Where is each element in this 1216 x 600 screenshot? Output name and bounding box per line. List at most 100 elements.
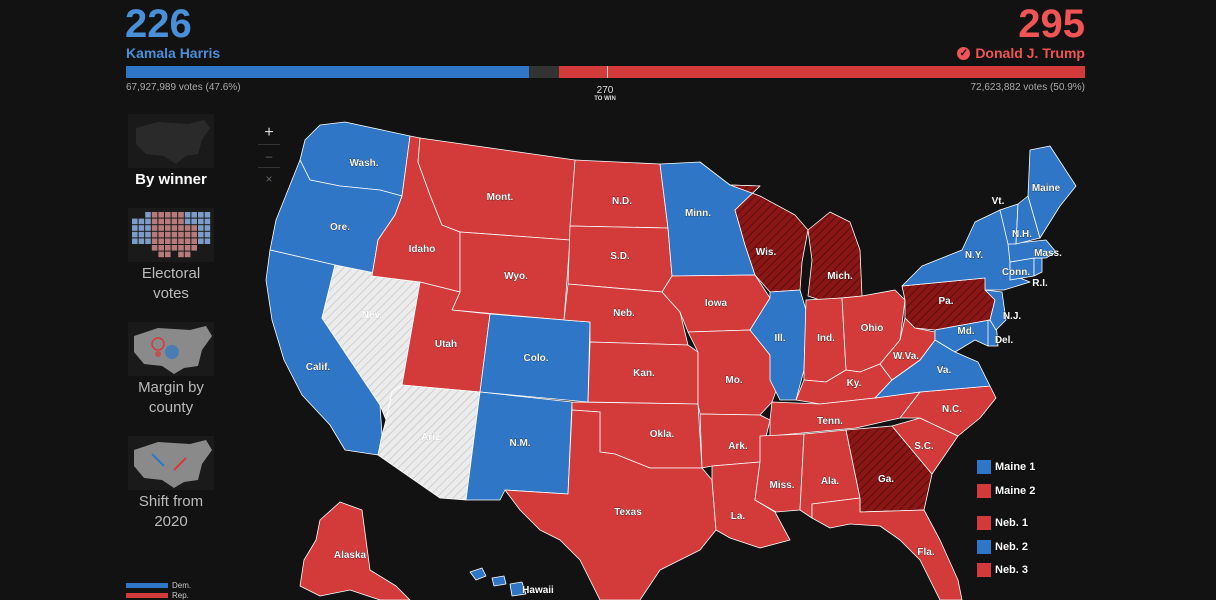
legend-label: Neb. 2: [995, 541, 1029, 553]
label-ut: Utah: [435, 339, 457, 350]
nav-shift-from-2020-label: Shift from 2020: [138, 493, 204, 530]
to-win-marker: [607, 66, 609, 78]
shift-map-thumbnail-icon: [128, 436, 214, 490]
label-in: Ind.: [817, 333, 835, 344]
legend-label: Neb. 1: [995, 517, 1029, 529]
electoral-vote-bar: [126, 66, 1085, 78]
label-ok: Okla.: [650, 429, 675, 440]
label-ne: Neb.: [613, 308, 635, 319]
state-ms[interactable]: [754, 433, 805, 513]
legend-maine-1: Maine 1: [977, 460, 1035, 474]
harris-bar-fill: [126, 66, 529, 78]
label-co: Colo.: [524, 353, 549, 364]
label-nc: N.C.: [942, 404, 962, 415]
label-id: Idaho: [409, 244, 436, 255]
label-wy: Wyo.: [504, 271, 528, 282]
label-ms: Miss.: [769, 480, 794, 491]
trump-bar-fill: [559, 66, 1085, 78]
nav-by-winner[interactable]: By winner: [126, 114, 216, 190]
label-wv: W.Va.: [893, 351, 919, 362]
label-mo: Mo.: [725, 375, 742, 386]
label-hi: Hawaii: [522, 585, 554, 596]
nav-shift-from-2020[interactable]: Shift from 2020: [126, 436, 216, 532]
label-wa: Wash.: [349, 158, 378, 169]
label-me: Maine: [1032, 183, 1061, 194]
key-dem-swatch: [126, 582, 168, 588]
label-va: Va.: [937, 365, 952, 376]
state-nd[interactable]: [569, 159, 669, 229]
legend-label: Maine 1: [995, 461, 1036, 473]
legend-label: Maine 2: [995, 485, 1036, 497]
legend-neb-2: Neb. 2: [977, 540, 1028, 554]
nav-electoral-votes-label: Electoral votes: [141, 265, 201, 302]
label-ia: Iowa: [705, 298, 728, 309]
trump-name: Donald J. Trump: [975, 45, 1085, 61]
zoom-controls: + – ×: [258, 122, 280, 190]
state-ak[interactable]: [299, 501, 411, 600]
key-dem: Dem.: [126, 580, 191, 590]
legend-swatch: [977, 484, 991, 498]
state-tx[interactable]: [504, 409, 717, 600]
label-ks: Kan.: [633, 368, 655, 379]
label-ri: R.I.: [1032, 278, 1048, 289]
label-fl: Fla.: [917, 547, 934, 558]
trump-electoral-votes: 295: [1018, 2, 1085, 46]
key-rep-label: Rep.: [172, 590, 189, 600]
nav-electoral-votes[interactable]: Electoral votes: [126, 208, 216, 304]
bubble-map-thumbnail-icon: [128, 322, 214, 376]
label-tx: Texas: [614, 507, 642, 518]
reset-zoom-button[interactable]: ×: [265, 172, 273, 186]
label-ca: Calif.: [306, 362, 331, 373]
state-mi[interactable]: [807, 211, 863, 301]
legend-label: Neb. 3: [995, 564, 1029, 576]
label-or: Ore.: [330, 222, 350, 233]
label-pa: Pa.: [938, 296, 953, 307]
harris-name: Kamala Harris: [126, 45, 221, 61]
label-ak: Alaska: [334, 550, 367, 561]
key-rep: Rep.: [126, 590, 191, 600]
zoom-in-button[interactable]: +: [258, 122, 280, 145]
legend-neb-3: Neb. 3: [977, 563, 1028, 577]
nav-by-winner-label: By winner: [135, 171, 207, 188]
label-de: Del.: [995, 335, 1014, 346]
label-oh: Ohio: [861, 323, 884, 334]
us-map-thumbnail-icon: [128, 114, 214, 168]
label-tn: Tenn.: [817, 416, 843, 427]
legend-swatch: [977, 563, 991, 577]
state-hi[interactable]: [469, 567, 527, 597]
harris-electoral-votes: 226: [125, 2, 192, 46]
key-dem-label: Dem.: [172, 580, 192, 590]
state-fl[interactable]: [811, 497, 963, 600]
nav-margin-by-county[interactable]: Margin by county: [126, 322, 216, 418]
harris-popular-vote: 67,927,989 votes (47.6%): [126, 82, 241, 93]
label-wi: Wis.: [756, 247, 777, 258]
label-nd: N.D.: [612, 196, 632, 207]
trump-popular-vote: 72,623,882 votes (50.9%): [970, 82, 1085, 93]
label-ny: N.Y.: [965, 250, 984, 261]
label-la: La.: [731, 511, 746, 522]
label-mn: Minn.: [685, 208, 711, 219]
label-mi: Mich.: [827, 271, 853, 282]
state-ma[interactable]: [1007, 239, 1057, 263]
state-ri[interactable]: [1033, 257, 1043, 277]
state-wy[interactable]: [451, 231, 571, 321]
label-az: Ariz.: [421, 432, 443, 443]
legend-swatch: [977, 540, 991, 554]
party-key: Dem. Rep.: [126, 580, 191, 600]
label-al: Ala.: [821, 476, 840, 487]
legend-maine-2: Maine 2: [977, 484, 1035, 498]
winner-check-icon: ✓: [957, 46, 971, 60]
state-mt[interactable]: [417, 137, 576, 241]
label-ct: Conn.: [1002, 267, 1031, 278]
state-me[interactable]: [1027, 145, 1077, 239]
to-win-label: TO WIN: [594, 96, 616, 102]
state-nj[interactable]: [984, 289, 1007, 331]
trump-name-row: ✓ Donald J. Trump: [957, 45, 1085, 61]
label-ky: Ky.: [847, 378, 862, 389]
label-nv: Nev.: [362, 310, 383, 321]
zoom-out-button[interactable]: –: [258, 145, 280, 168]
key-rep-swatch: [126, 592, 168, 598]
label-nm: N.M.: [509, 438, 530, 449]
label-mt: Mont.: [487, 192, 514, 203]
state-il[interactable]: [749, 289, 807, 401]
